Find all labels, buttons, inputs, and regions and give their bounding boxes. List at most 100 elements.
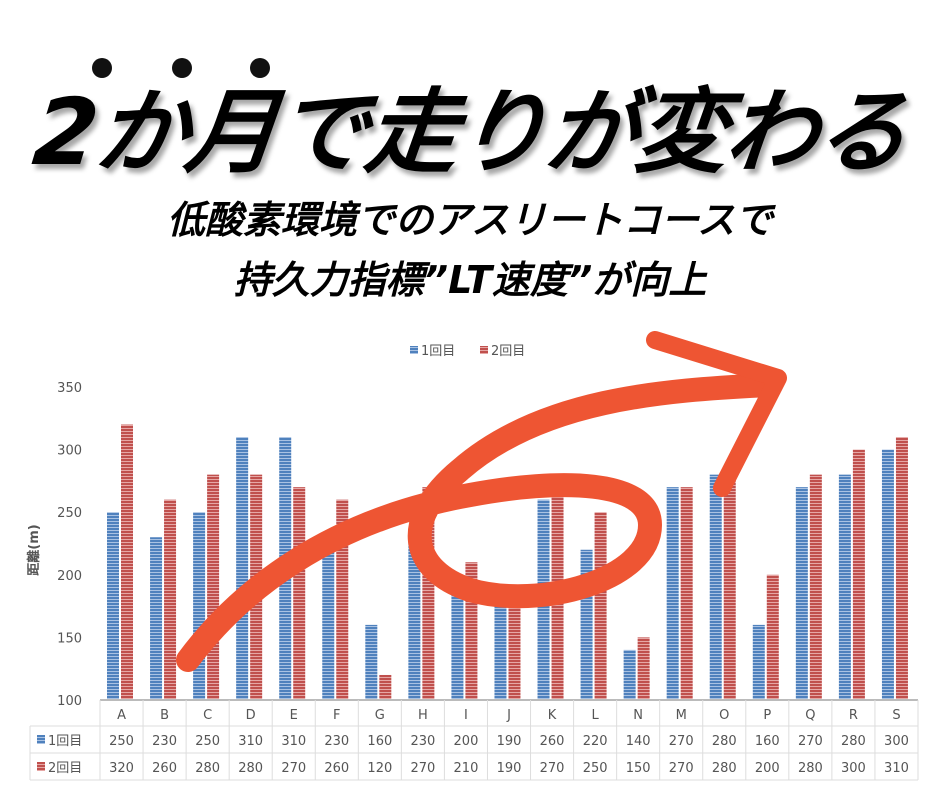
x-tick-label: I bbox=[464, 708, 468, 723]
x-tick-label: E bbox=[290, 708, 298, 723]
legend-label: 2回目 bbox=[491, 344, 525, 359]
bar-H-series-1 bbox=[408, 537, 421, 700]
x-tick-label: L bbox=[591, 708, 599, 723]
bar-J-series-2 bbox=[508, 587, 521, 700]
table-cell: 270 bbox=[669, 761, 694, 776]
table-cell: 270 bbox=[281, 761, 306, 776]
table-series-label: 2回目 bbox=[48, 761, 82, 776]
bar-M-series-2 bbox=[680, 487, 693, 700]
bar-L-series-2 bbox=[594, 512, 607, 700]
y-axis: 100 150 200 250 300 350 bbox=[57, 381, 82, 709]
table-cell: 140 bbox=[626, 734, 651, 749]
x-tick-label: C bbox=[203, 708, 212, 723]
x-tick-label: F bbox=[333, 708, 340, 723]
x-tick-label: M bbox=[676, 708, 687, 723]
x-tick-label: P bbox=[763, 708, 771, 723]
arrow-head bbox=[646, 331, 787, 497]
x-tick-label: B bbox=[160, 708, 169, 723]
arrow-annotation bbox=[176, 331, 787, 672]
subtitle-line-1: 低酸素環境でのアスリートコースで bbox=[166, 198, 774, 242]
table-cell: 310 bbox=[884, 761, 909, 776]
table-cell: 150 bbox=[626, 761, 651, 776]
table-cell: 310 bbox=[281, 734, 306, 749]
table-cell: 190 bbox=[497, 734, 522, 749]
table-cell: 230 bbox=[152, 734, 177, 749]
bar-R-series-1 bbox=[838, 474, 851, 700]
bar-D-series-1 bbox=[236, 437, 249, 700]
bar-P-series-1 bbox=[752, 624, 765, 700]
table-cell: 220 bbox=[583, 734, 608, 749]
emphasis-dot bbox=[172, 58, 192, 78]
table-legend-swatch bbox=[37, 762, 45, 771]
table-cell: 160 bbox=[367, 734, 392, 749]
table-cell: 250 bbox=[109, 734, 134, 749]
y-tick-label: 200 bbox=[57, 569, 82, 584]
y-tick-label: 250 bbox=[57, 506, 82, 521]
bar-O-series-1 bbox=[709, 474, 722, 700]
bar-N-series-2 bbox=[637, 637, 650, 700]
data-table: A B C D E F G H I J K L N M O P Q R S 1回目 250 230 250 310 310 230… bbox=[29, 699, 919, 781]
bar-S-series-1 bbox=[881, 449, 894, 700]
bar-E-series-2 bbox=[293, 487, 306, 700]
arrow-shaft bbox=[176, 373, 782, 672]
x-tick-label: J bbox=[506, 708, 511, 723]
x-tick-label: Q bbox=[805, 708, 815, 723]
x-tick-label: O bbox=[719, 708, 729, 723]
table-cell: 270 bbox=[410, 761, 435, 776]
table-cell: 250 bbox=[583, 761, 608, 776]
bar-Q-series-1 bbox=[795, 487, 808, 700]
table-cell: 310 bbox=[238, 734, 263, 749]
bar-C-series-1 bbox=[193, 512, 206, 700]
subtitle-line-2: 持久力指標”LT速度”が向上 bbox=[233, 258, 707, 302]
y-tick-label: 100 bbox=[57, 694, 82, 709]
bar-A-series-1 bbox=[107, 512, 119, 700]
bar-O-series-2 bbox=[723, 474, 736, 700]
table-cell: 260 bbox=[540, 734, 565, 749]
bar-N-series-1 bbox=[623, 649, 636, 700]
bar-I-series-1 bbox=[451, 574, 464, 700]
table-cell: 160 bbox=[755, 734, 780, 749]
legend-label: 1回目 bbox=[421, 344, 455, 359]
emphasis-dot bbox=[250, 58, 270, 78]
table-cell: 260 bbox=[324, 761, 349, 776]
y-tick-label: 350 bbox=[57, 381, 82, 396]
bar-R-series-2 bbox=[852, 449, 865, 700]
emphasis-dot bbox=[92, 58, 112, 78]
table-cell: 120 bbox=[367, 761, 392, 776]
x-tick-label: A bbox=[117, 708, 126, 723]
bar-P-series-2 bbox=[766, 574, 779, 700]
table-cell: 230 bbox=[324, 734, 349, 749]
table-cell: 280 bbox=[841, 734, 866, 749]
table-cell: 200 bbox=[755, 761, 780, 776]
table-cell: 200 bbox=[454, 734, 479, 749]
bar-C-series-2 bbox=[207, 474, 220, 700]
bar-G-series-1 bbox=[365, 624, 378, 700]
table-cell: 300 bbox=[841, 761, 866, 776]
table-cell: 320 bbox=[109, 761, 134, 776]
table-cell: 280 bbox=[712, 761, 737, 776]
table-cell: 280 bbox=[712, 734, 737, 749]
y-axis-label: 距離(m) bbox=[26, 524, 42, 575]
y-tick-label: 150 bbox=[57, 631, 82, 646]
table-series-label: 1回目 bbox=[48, 734, 82, 749]
x-tick-label: D bbox=[246, 708, 256, 723]
table-cell: 250 bbox=[195, 734, 220, 749]
table-cell: 210 bbox=[454, 761, 479, 776]
table-cell: 300 bbox=[884, 734, 909, 749]
bars bbox=[107, 424, 908, 700]
table-cell: 270 bbox=[669, 734, 694, 749]
x-tick-label: R bbox=[849, 708, 858, 723]
bar-A-series-2 bbox=[121, 424, 133, 700]
bar-G-series-2 bbox=[379, 674, 392, 700]
table-cell: 270 bbox=[798, 734, 823, 749]
y-tick-label: 300 bbox=[57, 444, 82, 459]
bar-F-series-1 bbox=[322, 537, 335, 700]
x-tick-label: S bbox=[892, 708, 900, 723]
bar-Q-series-2 bbox=[809, 474, 822, 700]
bar-J-series-1 bbox=[494, 587, 507, 700]
table-cell: 190 bbox=[497, 761, 522, 776]
table-cell: 280 bbox=[195, 761, 220, 776]
bar-S-series-2 bbox=[895, 437, 908, 700]
